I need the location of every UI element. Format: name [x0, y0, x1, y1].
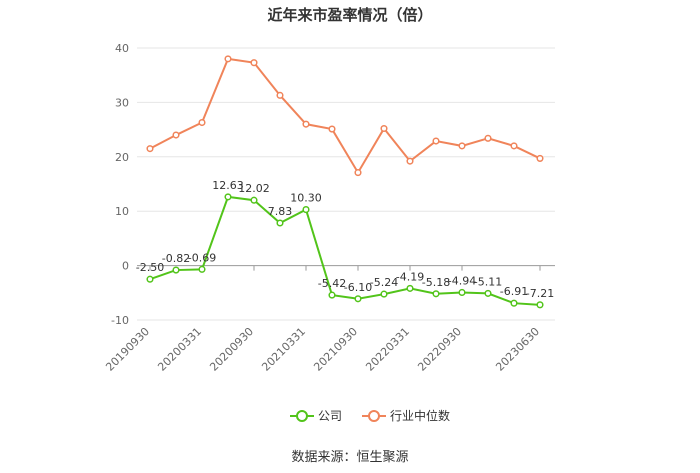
legend-label: 行业中位数: [390, 408, 450, 423]
data-label: -5.42: [318, 277, 346, 290]
data-point: [458, 142, 466, 150]
x-tick-label: 20200331: [155, 325, 204, 374]
data-point: [276, 91, 284, 99]
data-point: [484, 289, 492, 297]
data-label: -7.21: [526, 287, 554, 300]
data-point: [354, 295, 362, 303]
series-group: [146, 55, 544, 309]
data-label: -0.82: [162, 252, 190, 265]
series-line: [149, 195, 541, 306]
data-point: [198, 118, 206, 127]
data-point: [250, 196, 258, 204]
data-label: -6.91: [500, 285, 528, 298]
data-label: -0.69: [188, 251, 216, 264]
legend-label: 公司: [318, 409, 342, 423]
data-label: 10.30: [290, 192, 322, 205]
series-line: [149, 57, 541, 175]
y-tick-label: 40: [115, 42, 129, 55]
data-point: [328, 125, 336, 133]
data-point: [432, 290, 440, 298]
data-point: [458, 288, 466, 297]
data-label: -2.50: [136, 261, 164, 274]
y-tick-label: 20: [115, 151, 129, 164]
x-tick-label: 20230630: [493, 325, 542, 374]
data-point: [510, 142, 518, 150]
y-tick-label: 10: [115, 205, 129, 218]
data-point: [484, 134, 492, 142]
data-point: [172, 131, 180, 139]
data-point: [380, 290, 388, 298]
legend[interactable]: 公司 行业中位数: [290, 408, 450, 423]
data-label: -5.18: [422, 276, 450, 289]
data-point: [146, 275, 154, 283]
data-label: 7.83: [268, 205, 293, 218]
data-point: [198, 265, 206, 273]
data-label: 12.63: [212, 179, 244, 192]
chart-title: 近年来市盈率情况（倍）: [267, 6, 433, 24]
data-point: [406, 284, 414, 292]
data-point: [536, 301, 544, 309]
data-point: [146, 145, 154, 153]
data-source: 数据来源：恒生聚源: [291, 450, 409, 465]
data-label: 12.02: [238, 182, 270, 195]
data-point: [536, 154, 544, 162]
data-point: [172, 266, 180, 274]
y-tick-label: 30: [115, 96, 129, 109]
x-tick-label: 20190930: [103, 325, 152, 374]
data-point: [224, 193, 232, 201]
y-tick-label: -10: [111, 314, 129, 327]
legend-swatch-marker: [296, 410, 308, 422]
data-label: -4.19: [396, 270, 424, 283]
data-point: [224, 55, 232, 63]
legend-swatch-marker: [368, 410, 380, 422]
data-point: [276, 219, 284, 227]
y-axis-ticks: -10 0 10 20 30 40: [111, 42, 129, 327]
data-point: [406, 157, 414, 165]
data-point: [302, 206, 310, 214]
x-tick-label: 20220331: [363, 325, 412, 374]
x-tick-label: 20200930: [207, 325, 256, 374]
grid-lines: [137, 47, 555, 321]
data-point: [510, 299, 518, 307]
data-labels: -2.50-0.82-0.6912.6312.027.8310.30-5.42-…: [136, 179, 554, 300]
data-point: [432, 137, 440, 145]
data-point: [328, 291, 336, 299]
x-tick-label: 20210331: [259, 325, 308, 374]
data-point: [354, 169, 362, 177]
data-point: [302, 120, 310, 128]
data-label: -4.94: [448, 274, 476, 287]
y-tick-label: 0: [122, 260, 129, 273]
data-point: [380, 124, 388, 133]
data-label: -5.11: [474, 275, 502, 288]
data-label: -6.10: [344, 281, 372, 294]
x-tick-label: 20210930: [311, 325, 360, 374]
data-label: -5.24: [370, 276, 398, 289]
x-tick-label: 20220930: [415, 325, 464, 374]
data-point: [250, 59, 258, 67]
